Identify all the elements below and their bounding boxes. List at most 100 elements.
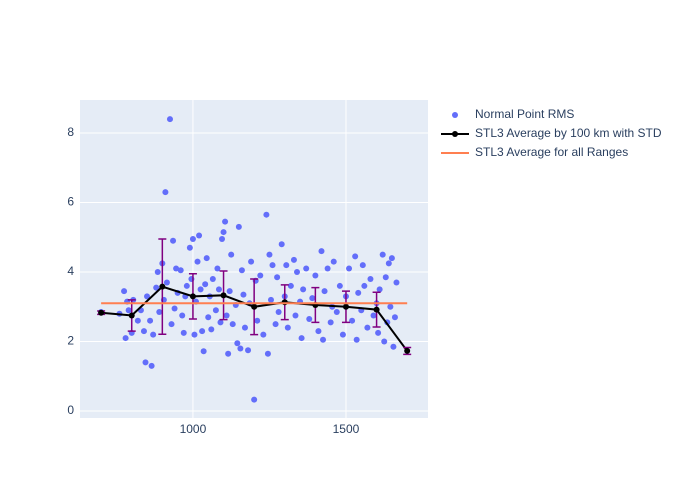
marker: [225, 350, 232, 357]
y-tick-label: 8: [67, 125, 74, 139]
marker: [235, 223, 242, 230]
marker: [226, 288, 233, 295]
marker: [191, 331, 198, 338]
marker: [393, 279, 400, 286]
marker: [147, 317, 154, 324]
marker: [278, 241, 285, 248]
marker: [330, 258, 337, 265]
marker: [260, 331, 267, 338]
marker: [303, 265, 310, 272]
marker: [121, 288, 128, 295]
marker: [237, 345, 244, 352]
marker: [388, 255, 395, 262]
legend-label: STL3 Average by 100 km with STD: [475, 126, 662, 140]
marker: [300, 286, 307, 293]
marker: [154, 269, 161, 276]
marker: [134, 317, 141, 324]
marker: [240, 291, 247, 298]
marker: [205, 314, 212, 321]
y-tick-label: 6: [67, 195, 74, 209]
marker: [215, 286, 222, 293]
marker: [162, 189, 169, 196]
marker: [208, 326, 215, 333]
marker: [229, 321, 236, 328]
marker: [287, 282, 294, 289]
marker: [327, 319, 334, 326]
marker: [283, 262, 290, 269]
marker: [148, 362, 155, 369]
marker: [298, 335, 305, 342]
marker: [251, 396, 258, 403]
marker: [202, 281, 209, 288]
marker: [125, 307, 132, 314]
marker: [376, 286, 383, 293]
marker: [292, 312, 299, 319]
marker: [168, 321, 175, 328]
marker: [266, 251, 273, 258]
marker: [217, 319, 224, 326]
marker: [223, 312, 230, 319]
marker: [159, 283, 166, 290]
marker: [209, 275, 216, 282]
marker: [320, 336, 327, 343]
marker: [382, 274, 389, 281]
marker: [194, 258, 201, 265]
marker: [203, 255, 210, 262]
marker: [352, 253, 359, 260]
marker: [359, 262, 366, 269]
marker: [234, 340, 241, 347]
marker: [274, 274, 281, 281]
marker: [309, 295, 316, 302]
marker: [163, 279, 170, 286]
marker: [142, 359, 149, 366]
marker: [257, 272, 264, 279]
marker: [381, 338, 388, 345]
marker: [199, 328, 206, 335]
legend-swatch: [452, 131, 458, 137]
marker: [180, 329, 187, 336]
plot-background: [80, 100, 428, 418]
marker: [379, 251, 386, 258]
marker: [220, 229, 227, 236]
marker: [324, 265, 331, 272]
marker: [336, 282, 343, 289]
marker: [173, 265, 180, 272]
x-tick-label: 1000: [180, 422, 207, 436]
marker: [189, 293, 196, 300]
marker: [294, 269, 301, 276]
marker: [170, 237, 177, 244]
marker: [212, 307, 219, 314]
marker: [122, 335, 129, 342]
marker: [251, 303, 258, 310]
marker: [177, 267, 184, 274]
marker: [272, 321, 279, 328]
marker: [166, 116, 173, 123]
marker: [390, 343, 397, 350]
marker: [281, 299, 288, 306]
marker: [254, 317, 261, 324]
marker: [222, 218, 229, 225]
marker: [263, 211, 270, 218]
marker: [183, 282, 190, 289]
marker: [391, 314, 398, 321]
marker: [197, 286, 204, 293]
marker: [150, 331, 157, 338]
marker: [186, 244, 193, 251]
marker: [353, 336, 360, 343]
marker: [318, 248, 325, 255]
marker: [267, 296, 274, 303]
marker: [361, 282, 368, 289]
marker: [404, 347, 411, 354]
marker: [220, 292, 227, 299]
marker: [346, 265, 353, 272]
marker: [387, 303, 394, 310]
marker: [306, 315, 313, 322]
legend-label: STL3 Average for all Ranges: [475, 145, 628, 159]
marker: [245, 347, 252, 354]
marker: [385, 260, 392, 267]
marker: [128, 312, 135, 319]
y-tick-label: 4: [67, 264, 74, 278]
marker: [370, 312, 377, 319]
marker: [140, 328, 147, 335]
